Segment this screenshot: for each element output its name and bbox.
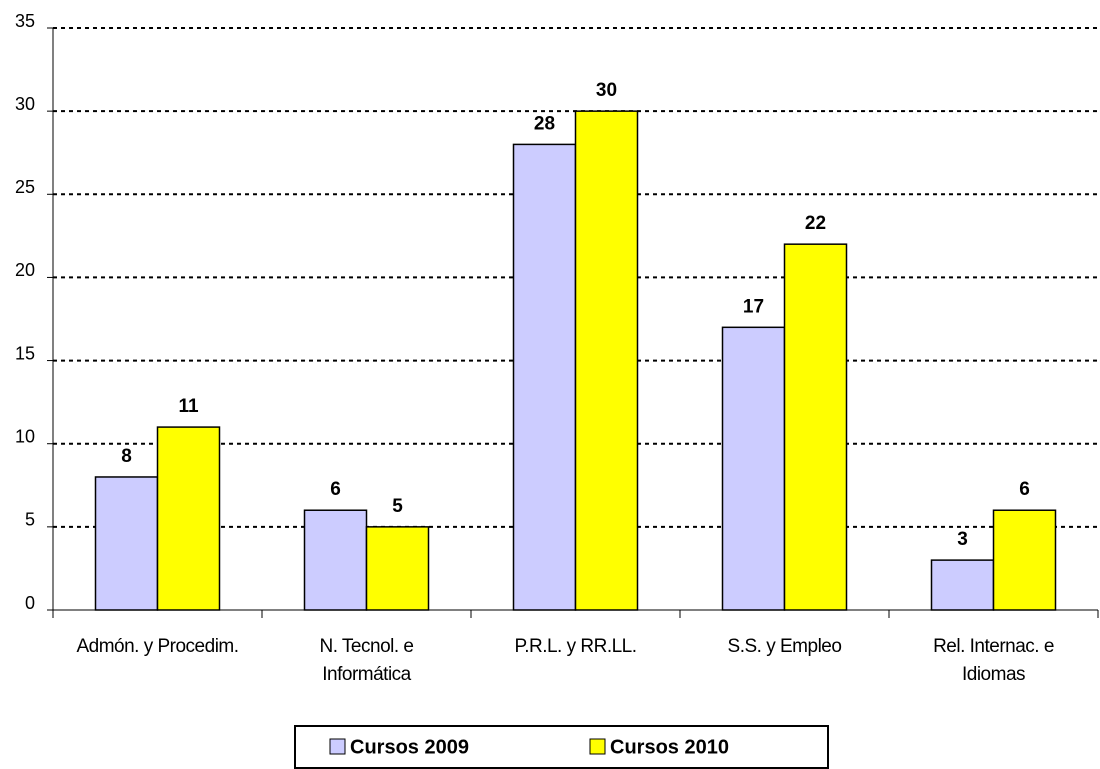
- data-label: 6: [1019, 479, 1030, 500]
- x-tick-label: Rel. Internac. e Idiomas: [933, 636, 1054, 685]
- legend-swatch: [329, 738, 346, 755]
- legend-box: [294, 725, 829, 769]
- legend-swatch: [589, 738, 606, 755]
- y-tick-label: 25: [15, 177, 35, 197]
- x-tick-label: Admón. y Procedim.: [76, 636, 239, 657]
- bar: [783, 243, 848, 611]
- data-label: 17: [743, 296, 764, 317]
- bar: [303, 509, 368, 611]
- y-tick-label: 10: [15, 426, 35, 446]
- y-tick-label: 15: [15, 343, 35, 363]
- x-tick-label: S.S. y Empleo: [727, 636, 842, 657]
- data-label: 5: [392, 496, 403, 517]
- data-label: 22: [805, 213, 826, 234]
- bar: [156, 426, 221, 611]
- data-label: 3: [957, 529, 968, 550]
- y-tick-label: 20: [15, 260, 35, 280]
- bar: [992, 509, 1057, 611]
- bar: [930, 559, 995, 611]
- legend-label: Cursos 2009: [350, 736, 469, 758]
- data-label: 28: [534, 113, 555, 134]
- y-tick-label: 30: [15, 94, 35, 114]
- data-label: 30: [596, 80, 617, 101]
- data-label: 6: [330, 479, 341, 500]
- y-tick-label: 5: [25, 510, 35, 530]
- x-tick-label: N. Tecnol. e Informática: [319, 636, 414, 685]
- legend-label: Cursos 2010: [610, 736, 729, 758]
- bar: [94, 476, 159, 611]
- data-label: 8: [121, 446, 132, 467]
- bar: [512, 143, 577, 611]
- y-tick-label: 35: [15, 11, 35, 31]
- data-label: 11: [178, 396, 199, 417]
- bar: [365, 526, 430, 611]
- y-tick-label: 0: [25, 593, 35, 613]
- bar: [721, 326, 786, 611]
- bar: [574, 110, 639, 611]
- x-tick-label: P.R.L. y RR.LL.: [514, 636, 637, 657]
